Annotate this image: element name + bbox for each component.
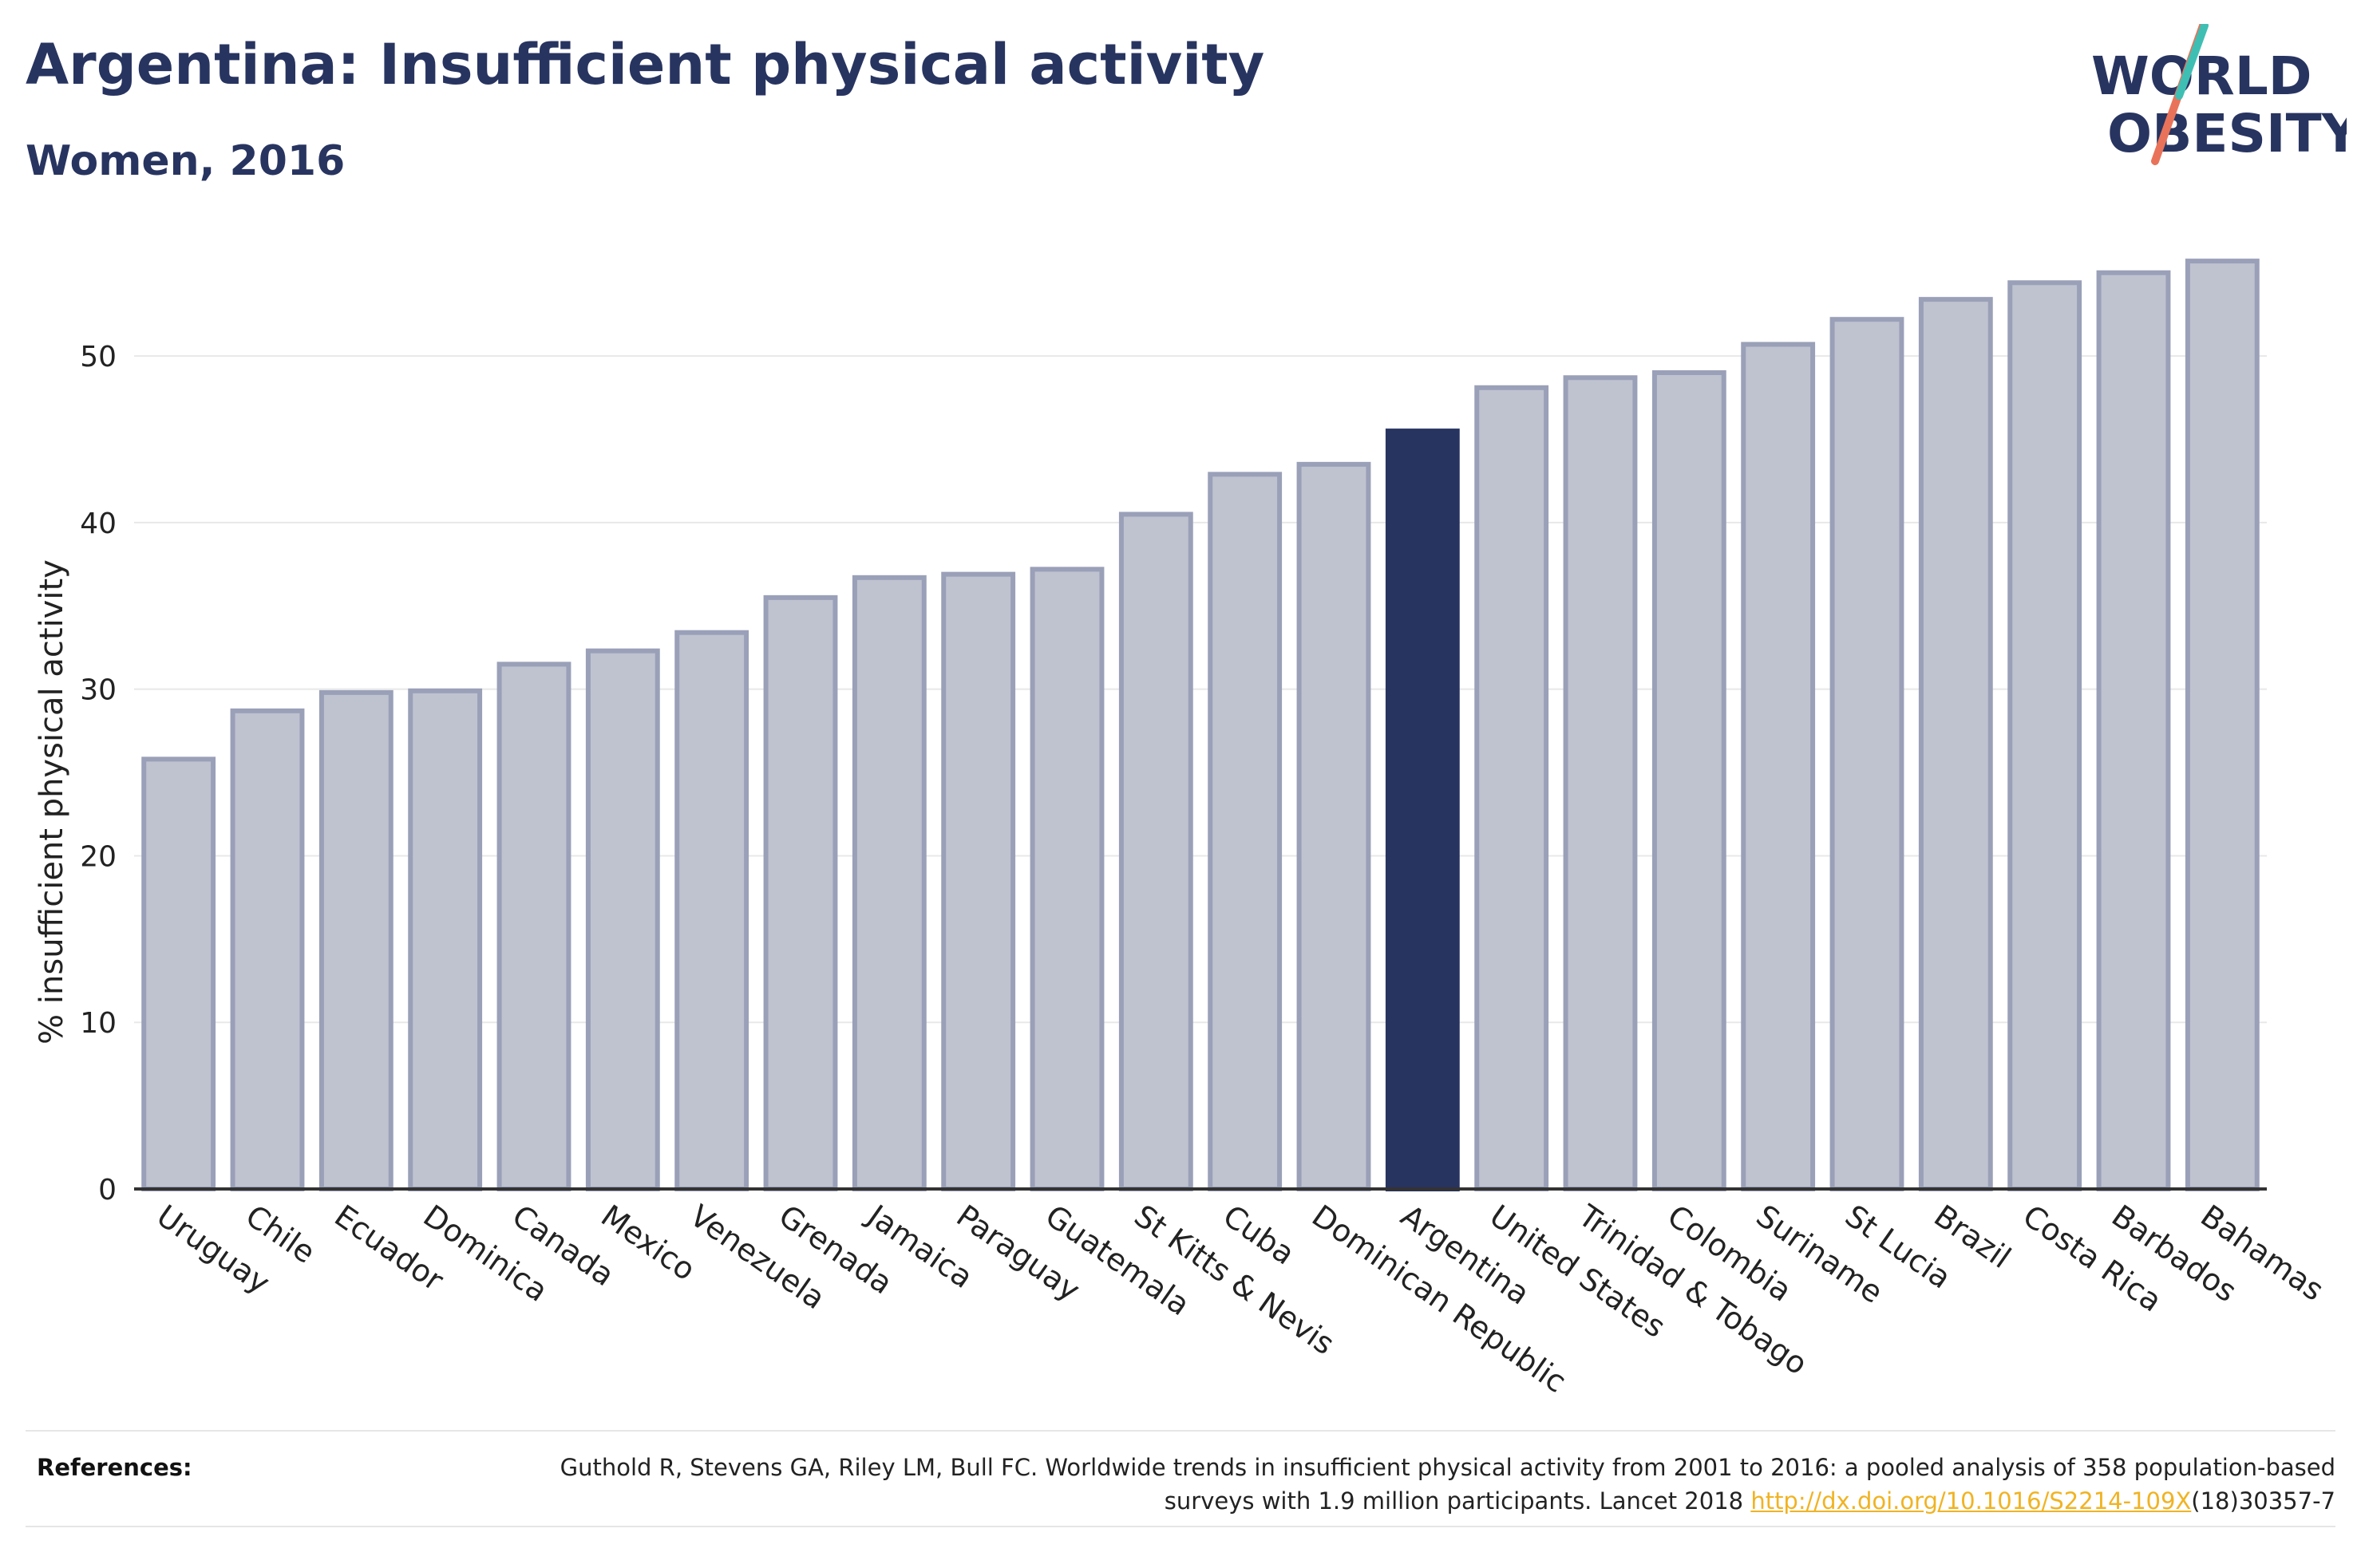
bar xyxy=(1741,342,1816,1191)
logo-line-1: WORLD xyxy=(2091,45,2312,107)
bar xyxy=(408,688,483,1191)
logo-line-2: OBESITY xyxy=(2107,103,2347,164)
bar xyxy=(141,756,216,1191)
bar xyxy=(1118,511,1193,1191)
y-tick-label: 10 xyxy=(80,1007,117,1040)
y-tick-label: 30 xyxy=(80,674,117,707)
y-axis-label: % insufficient physical activity xyxy=(34,559,70,1045)
bar xyxy=(1385,429,1460,1191)
bar xyxy=(230,708,305,1191)
y-tick-label: 20 xyxy=(80,840,117,873)
references-doi-link[interactable]: http://dx.doi.org/10.1016/S2214-109X xyxy=(1750,1487,2192,1515)
bar xyxy=(1296,461,1371,1191)
y-tick-label: 40 xyxy=(80,508,117,540)
y-tick-label: 0 xyxy=(98,1174,117,1207)
chart-subtitle: Women, 2016 xyxy=(26,137,346,185)
world-obesity-logo: WORLD OBESITY xyxy=(2075,22,2361,176)
bar xyxy=(852,575,927,1191)
references-citation: Guthold R, Stevens GA, Riley LM, Bull FC… xyxy=(560,1454,2335,1515)
bar xyxy=(941,571,1016,1191)
references-label: References: xyxy=(37,1454,192,1481)
bar xyxy=(2007,280,2082,1191)
bar xyxy=(2096,270,2171,1191)
bar xyxy=(1030,567,1105,1191)
bar xyxy=(1474,385,1549,1191)
bar xyxy=(496,662,571,1191)
references-citation-end: (18)30357-7 xyxy=(2191,1487,2335,1515)
bar xyxy=(1918,297,1993,1192)
bar xyxy=(1651,370,1726,1192)
logo-graphic: WORLD OBESITY xyxy=(2091,22,2361,165)
logo-slash-upper xyxy=(2175,22,2209,100)
chart-title: Argentina: Insufficient physical activit… xyxy=(26,32,1265,97)
bar xyxy=(763,594,838,1191)
y-tick-label: 50 xyxy=(80,341,117,373)
bar xyxy=(585,648,660,1191)
bar xyxy=(318,689,394,1191)
bar xyxy=(2185,259,2260,1191)
bar xyxy=(1563,375,1638,1191)
bar xyxy=(674,630,749,1191)
bar xyxy=(1829,317,1904,1191)
bar xyxy=(1208,472,1283,1191)
references-text: Guthold R, Stevens GA, Riley LM, Bull FC… xyxy=(500,1451,2335,1518)
references-section: References: Guthold R, Stevens GA, Riley… xyxy=(26,1430,2335,1527)
